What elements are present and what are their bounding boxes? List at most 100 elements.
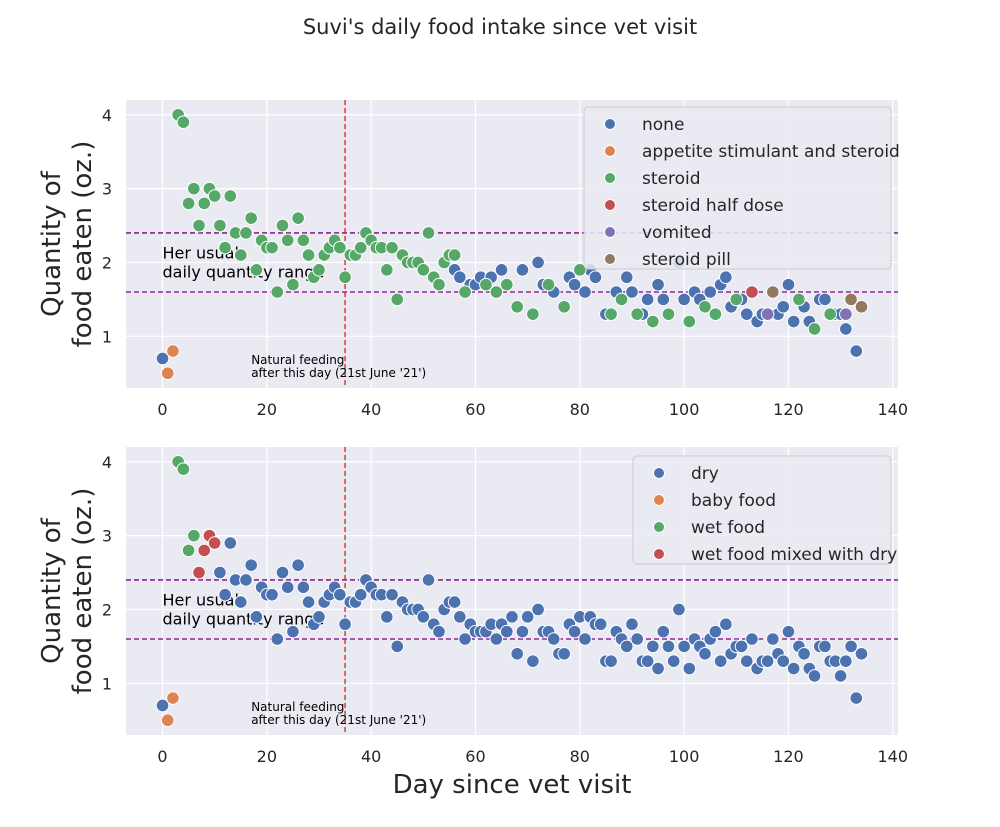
data-point-dry: [734, 639, 749, 654]
x-tick-label: 120: [773, 747, 804, 766]
data-point-dry: [505, 610, 519, 624]
data-point-dry: [447, 595, 462, 609]
legend-marker: [653, 521, 665, 533]
data-point-steroid-pill: [854, 299, 869, 314]
data-point-dry: [781, 624, 796, 639]
x-tick-label: 40: [361, 400, 381, 419]
data-point-dry: [458, 632, 472, 646]
data-point-dry: [526, 654, 540, 668]
data-point-none: [578, 285, 592, 299]
x-tick-label: 20: [257, 400, 277, 419]
data-point-steroid: [646, 314, 660, 329]
data-point-dry: [546, 632, 561, 646]
data-point-dry: [510, 646, 525, 661]
natural-feeding-annotation: Natural feeding after this day (21st June…: [251, 353, 426, 380]
data-point-dry: [213, 565, 227, 580]
data-point-none: [786, 314, 801, 329]
data-point-dry: [432, 624, 446, 639]
data-point-steroid: [390, 292, 405, 307]
legend-label: appetite stimulant and steroid: [642, 142, 900, 162]
legend-label: vomited: [642, 223, 712, 243]
x-tick-label: 140: [878, 747, 909, 766]
data-point-steroid: [557, 299, 571, 314]
legend-box: [632, 455, 892, 565]
data-point-dry: [557, 646, 571, 661]
data-point-dry: [338, 617, 352, 632]
data-point-none: [656, 292, 671, 307]
data-point-steroid: [333, 240, 347, 255]
x-tick-label: 80: [570, 747, 590, 766]
data-point-none: [619, 270, 634, 285]
data-point-appetite-stimulant-and-steroid: [160, 366, 175, 381]
data-point-steroid: [338, 270, 352, 285]
data-point-dry: [380, 610, 394, 624]
data-point-none: [567, 277, 582, 292]
data-point-steroid: [614, 292, 629, 307]
legend-label: none: [642, 115, 684, 135]
data-point-steroid: [249, 263, 264, 277]
x-tick-label: 120: [773, 400, 804, 419]
data-point-steroid: [265, 240, 279, 255]
data-point-steroid: [223, 189, 238, 203]
legend-marker: [604, 145, 616, 157]
y-axis-label: Quantity offood eaten (oz.): [37, 141, 98, 348]
data-point-dry: [708, 624, 723, 639]
legend-label: wet food mixed with dry: [691, 545, 897, 565]
y-tick-label: 4: [102, 106, 112, 125]
data-point-none: [640, 292, 655, 307]
data-point-dry: [739, 654, 754, 668]
data-point-dry: [593, 617, 608, 632]
data-point-steroid: [187, 181, 201, 196]
data-point-dry: [797, 646, 811, 661]
data-point-steroid: [479, 277, 493, 292]
y-tick-label: 2: [102, 600, 112, 619]
data-point-none: [155, 351, 170, 366]
data-point-dry: [515, 624, 530, 639]
data-point-steroid: [807, 322, 822, 336]
legend-label: steroid pill: [642, 250, 731, 270]
legend-marker: [604, 199, 616, 211]
data-point-dry: [416, 610, 431, 624]
data-point-steroid: [280, 233, 295, 248]
data-point-baby-food: [166, 691, 180, 705]
data-point-dry: [672, 602, 686, 617]
data-point-steroid: [447, 248, 462, 262]
legend-label: wet food: [691, 518, 765, 538]
data-point-dry: [567, 624, 582, 639]
data-point-steroid: [385, 240, 399, 255]
data-point-steroid-pill: [766, 285, 780, 299]
data-point-dry: [333, 587, 347, 602]
data-point-dry: [312, 610, 326, 624]
data-point-dry: [421, 573, 436, 587]
data-point-dry: [531, 602, 545, 617]
data-point-wet-food-mixed-with-dry: [197, 543, 212, 558]
data-point-none: [776, 299, 791, 314]
data-point-steroid: [458, 285, 472, 299]
x-axis-label: Day since vet visit: [393, 770, 632, 800]
y-tick-label: 4: [102, 453, 112, 472]
data-point-steroid-half-dose: [745, 285, 759, 299]
x-tick-label: 20: [257, 747, 277, 766]
x-tick-label: 80: [570, 400, 590, 419]
data-point-dry: [390, 639, 405, 654]
data-point-steroid: [541, 277, 556, 292]
legend-marker: [604, 226, 616, 238]
data-point-dry: [776, 654, 791, 668]
data-point-steroid: [353, 240, 368, 255]
data-point-dry: [385, 587, 399, 602]
data-point-none: [839, 322, 853, 336]
data-point-vomited: [839, 307, 853, 321]
data-point-dry: [839, 654, 853, 668]
data-point-steroid: [682, 314, 697, 329]
data-point-steroid: [380, 263, 394, 277]
x-tick-label: 60: [465, 400, 485, 419]
legend-marker: [604, 118, 616, 130]
data-point-dry: [489, 632, 504, 646]
data-point-wet-food: [181, 543, 196, 558]
data-point-dry: [844, 639, 858, 654]
data-point-none: [494, 263, 509, 277]
data-point-appetite-stimulant-and-steroid: [166, 344, 180, 358]
